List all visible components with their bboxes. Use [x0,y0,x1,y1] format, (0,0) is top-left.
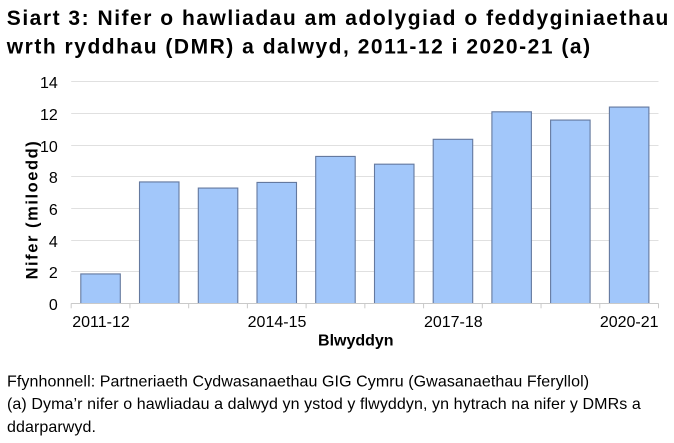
svg-text:2: 2 [49,265,58,282]
svg-text:12: 12 [40,107,58,124]
svg-text:2014-15: 2014-15 [248,314,307,331]
svg-text:14: 14 [40,75,58,92]
svg-text:ddarparwyd.: ddarparwyd. [7,419,96,436]
svg-text:wrth ryddhau (DMR) a dalwyd, 2: wrth ryddhau (DMR) a dalwyd, 2011-12 i 2… [6,35,592,58]
svg-text:2020-21: 2020-21 [600,314,659,331]
svg-text:Siart 3: Nifer o hawliadau am: Siart 3: Nifer o hawliadau am adolygiad … [7,7,670,30]
svg-text:2017-18: 2017-18 [424,314,483,331]
svg-text:0: 0 [49,297,58,314]
svg-text:8: 8 [49,170,58,187]
svg-text:Ffynhonnell: Partneriaeth Cydw: Ffynhonnell: Partneriaeth Cydwasanaethau… [7,373,589,390]
svg-text:2011-12: 2011-12 [72,314,130,331]
svg-text:Nifer (miloedd): Nifer (miloedd) [24,140,42,280]
svg-text:10: 10 [40,139,58,156]
svg-text:Blwyddyn: Blwyddyn [318,333,394,350]
svg-text:6: 6 [49,202,58,219]
svg-text:(a) Dyma’r nifer o hawliadau a: (a) Dyma’r nifer o hawliadau a dalwyd yn… [7,396,641,413]
svg-text:4: 4 [49,234,58,251]
